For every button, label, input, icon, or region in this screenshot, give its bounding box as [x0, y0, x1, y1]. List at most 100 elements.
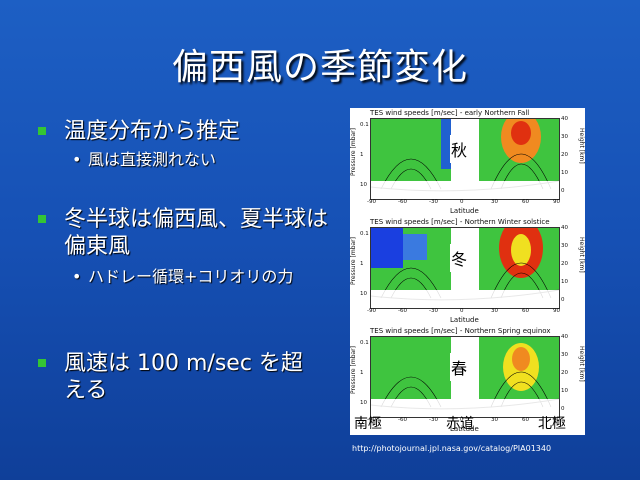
contour-line [500, 381, 544, 408]
x-tick-label: -30 [429, 417, 438, 423]
x-tick-label: 90 [553, 199, 560, 205]
height-tick-label: 0 [561, 406, 565, 412]
surface-mask [371, 181, 559, 199]
label-equator: 赤道 [446, 416, 474, 432]
contour-line [500, 272, 544, 299]
sub-bullet-direct: • 風は直接測れない [68, 149, 216, 171]
pressure-tick-label: 1 [360, 261, 364, 267]
height-tick-label: 10 [561, 170, 568, 176]
x-tick-label: 90 [553, 417, 560, 423]
easterly-core [371, 228, 403, 268]
x-tick-label: 60 [522, 199, 529, 205]
contour-line [380, 158, 442, 190]
season-label: 春 [450, 353, 469, 381]
contour-line [380, 267, 442, 299]
bullet-temperature-text: 温度分布から推定 [64, 119, 241, 144]
slide-title: 偏西風の季節変化 [171, 47, 468, 88]
x-tick-label: 60 [522, 417, 529, 423]
bullet-marker [38, 359, 46, 367]
wind-panel: TES wind speeds [m/sec] - Northern Winte… [350, 217, 585, 326]
sub-bullet-hadley-text: ハドレー循環+コリオリの力 [88, 267, 294, 286]
equator-band [441, 119, 451, 169]
panel-title: TES wind speeds [m/sec] - early Northern… [370, 109, 530, 117]
source-url[interactable]: http://photojournal.jpl.nasa.gov/catalog… [352, 444, 552, 453]
y-axis-label-right: Height [km] [578, 128, 585, 164]
wind-figure: TES wind speeds [m/sec] - early Northern… [350, 108, 585, 435]
panel-title: TES wind speeds [m/sec] - Northern Winte… [370, 218, 550, 226]
x-tick-label: -60 [398, 308, 407, 314]
sub-bullet-hadley: • ハドレー循環+コリオリの力 [68, 266, 308, 288]
y-axis-label-left: Pressure [mbar] [350, 237, 357, 286]
height-tick-label: 0 [561, 297, 565, 303]
pressure-tick-label: 0.1 [360, 122, 369, 128]
bullet-temperature: 温度分布から推定 [38, 118, 240, 145]
x-tick-label: -60 [398, 199, 407, 205]
y-axis-label-left: Pressure [mbar] [350, 128, 357, 177]
pressure-tick-label: 1 [360, 370, 364, 376]
wind-panel: TES wind speeds [m/sec] - Northern Sprin… [350, 326, 585, 435]
height-tick-label: 40 [561, 116, 568, 122]
x-axis-label: Latitude [450, 207, 479, 215]
x-tick-label: 0 [460, 308, 464, 314]
westerly-peak [511, 234, 531, 266]
pressure-tick-label: 0.1 [360, 231, 369, 237]
bullet-speed-text: 風速は 100 m/sec を超える [64, 351, 303, 403]
height-tick-label: 10 [561, 279, 568, 285]
x-tick-label: 30 [491, 199, 498, 205]
height-tick-label: 0 [561, 188, 565, 194]
bullet-marker [38, 127, 46, 135]
x-tick-label: 90 [553, 308, 560, 314]
easterly-edge [403, 234, 427, 260]
pressure-tick-label: 0.1 [360, 340, 369, 346]
bullet-winter-text: 冬半球は偏西風、夏半球は偏東風 [64, 207, 329, 259]
pressure-tick-label: 10 [360, 291, 367, 297]
height-tick-label: 30 [561, 134, 568, 140]
surface-mask [371, 399, 559, 417]
bullet-marker [38, 215, 46, 223]
sub-bullet-marker: • [72, 150, 82, 169]
x-tick-label: 0 [460, 417, 464, 423]
jet-core [511, 121, 531, 145]
season-label: 冬 [450, 244, 469, 272]
height-tick-label: 30 [561, 243, 568, 249]
x-tick-label: -60 [398, 417, 407, 423]
south-lobe-fill [371, 119, 451, 181]
x-tick-label: 0 [460, 199, 464, 205]
x-axis-label: Latitude [450, 425, 479, 433]
height-tick-label: 40 [561, 225, 568, 231]
sub-bullet-direct-text: 風は直接測れない [88, 150, 217, 169]
y-axis-label-right: Height [km] [578, 237, 585, 273]
height-tick-label: 20 [561, 261, 568, 267]
contour-line [490, 262, 552, 299]
contour-line [490, 371, 552, 408]
south-lobe-fill [371, 337, 451, 399]
x-axis-label: Latitude [450, 316, 479, 324]
jet-core [512, 347, 530, 371]
pressure-tick-label: 10 [360, 182, 367, 188]
sub-bullet-marker: • [72, 267, 82, 286]
label-south-pole: 南極 [354, 416, 382, 432]
x-tick-label: 30 [491, 308, 498, 314]
x-tick-label: -30 [429, 308, 438, 314]
contour-line [490, 153, 552, 190]
height-tick-label: 20 [561, 152, 568, 158]
x-tick-label: -90 [367, 417, 376, 423]
x-tick-label: -90 [367, 308, 376, 314]
wind-panel: TES wind speeds [m/sec] - early Northern… [350, 108, 585, 217]
contour-line [500, 163, 544, 190]
x-tick-label: 60 [522, 308, 529, 314]
bullet-speed: 風速は 100 m/sec を超える [38, 350, 324, 404]
height-tick-label: 30 [561, 352, 568, 358]
label-north-pole: 北極 [538, 416, 566, 432]
surface-mask [371, 290, 559, 308]
x-tick-label: 30 [491, 417, 498, 423]
x-tick-label: -30 [429, 199, 438, 205]
y-axis-label-right: Height [km] [578, 346, 585, 382]
y-axis-label-left: Pressure [mbar] [350, 346, 357, 395]
x-tick-label: -90 [367, 199, 376, 205]
pressure-tick-label: 1 [360, 152, 364, 158]
bullet-winter: 冬半球は偏西風、夏半球は偏東風 [38, 206, 334, 260]
panel-title: TES wind speeds [m/sec] - Northern Sprin… [370, 327, 551, 335]
contour-line [380, 376, 442, 408]
